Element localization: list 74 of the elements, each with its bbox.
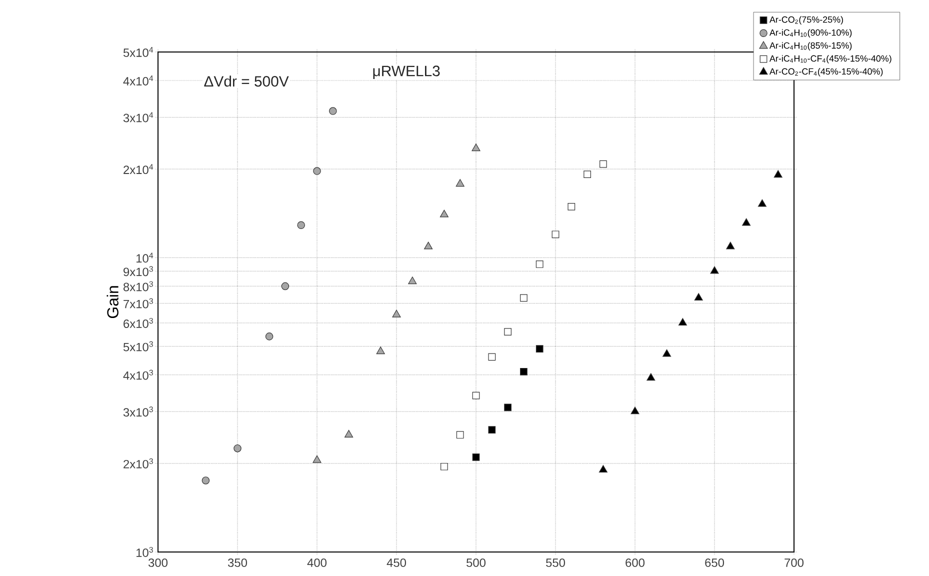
point bbox=[598, 465, 608, 473]
y-tick-label: 3x10$^{4}$ bbox=[123, 112, 154, 122]
point bbox=[536, 345, 544, 353]
point bbox=[774, 170, 782, 178]
point bbox=[297, 221, 305, 230]
x-tick-label: 700 bbox=[784, 558, 804, 567]
y-tick-label: 7x10$^{3}$ bbox=[124, 298, 153, 308]
point bbox=[472, 392, 480, 400]
point bbox=[488, 353, 496, 361]
legend-label: Ar-iC$_{4}$H$_{10}$-CF$_{4}$(45%-15%-40%) bbox=[769, 55, 892, 64]
point bbox=[520, 294, 528, 302]
legend-label: Ar-iC$_{4}$H$_{10}$(85%-15%) bbox=[769, 42, 852, 50]
y-tick-label: 9x10$^{3}$ bbox=[124, 266, 153, 276]
x-tick-label: 300 bbox=[148, 558, 168, 567]
point bbox=[265, 332, 274, 340]
legend-label: Ar-CO$_{2}$(75%-25%) bbox=[769, 16, 843, 25]
y-tick-label: 5x10$^{4}$ bbox=[123, 47, 154, 57]
y-tick-label: 5x10$^{3}$ bbox=[123, 341, 153, 352]
y-tick-label: 8x10$^{3}$ bbox=[123, 281, 153, 292]
y-tick-label: 6x10$^{3}$ bbox=[124, 318, 153, 328]
point bbox=[552, 230, 560, 238]
point bbox=[376, 346, 385, 354]
point bbox=[202, 476, 210, 484]
y-tick-label: 3x10$^{3}$ bbox=[123, 406, 153, 417]
point bbox=[329, 107, 337, 115]
point bbox=[281, 282, 290, 290]
point bbox=[726, 242, 735, 250]
point bbox=[758, 199, 766, 207]
point bbox=[440, 462, 448, 470]
x-tick-label: 350 bbox=[228, 558, 248, 567]
point bbox=[504, 328, 512, 336]
x-tick-label: 600 bbox=[626, 558, 645, 567]
legend-label: Ar-CO$_{2}$-CF$_{4}$(45%-15%-40%) bbox=[769, 68, 883, 76]
point bbox=[312, 455, 322, 463]
point bbox=[440, 210, 448, 218]
y-tick-label: 2x10$^{3}$ bbox=[124, 458, 153, 468]
point bbox=[488, 426, 496, 434]
y-tick-label: 4x10$^{3}$ bbox=[123, 370, 153, 380]
x-tick-label: 500 bbox=[466, 558, 486, 567]
x-tick-label: 550 bbox=[546, 558, 566, 567]
point bbox=[520, 368, 528, 376]
x-tick-label: 650 bbox=[705, 558, 724, 567]
point bbox=[584, 170, 591, 178]
x-tick-label: 450 bbox=[386, 558, 406, 567]
x-tick-label: 400 bbox=[307, 558, 327, 567]
point bbox=[678, 318, 687, 326]
point bbox=[742, 218, 751, 226]
point bbox=[424, 242, 433, 250]
annotation: ΔVdr = 500V bbox=[204, 76, 289, 87]
y-axis-title: Gain bbox=[106, 286, 118, 318]
point bbox=[344, 430, 354, 438]
point bbox=[392, 310, 401, 318]
legend-label: Ar-iC$_{4}$H$_{10}$(90%-10%) bbox=[769, 29, 852, 38]
point bbox=[662, 349, 672, 357]
point bbox=[456, 431, 464, 439]
point bbox=[630, 406, 640, 414]
point bbox=[313, 167, 321, 175]
y-tick-label: 4x10$^{4}$ bbox=[123, 76, 154, 86]
point bbox=[472, 453, 480, 461]
point bbox=[600, 160, 607, 168]
point bbox=[408, 276, 417, 284]
y-tick-label: 10$^{4}$ bbox=[136, 252, 154, 263]
point bbox=[536, 260, 544, 268]
point bbox=[472, 144, 480, 152]
point bbox=[568, 203, 576, 210]
annotation: μRWELL3 bbox=[373, 66, 440, 79]
y-tick-label: 2x10$^{4}$ bbox=[124, 164, 154, 174]
point bbox=[710, 266, 719, 274]
point bbox=[234, 444, 242, 452]
point bbox=[646, 373, 656, 381]
point bbox=[456, 179, 464, 187]
point bbox=[694, 293, 703, 301]
y-tick-label: 10$^{3}$ bbox=[136, 546, 153, 557]
point bbox=[504, 404, 512, 412]
